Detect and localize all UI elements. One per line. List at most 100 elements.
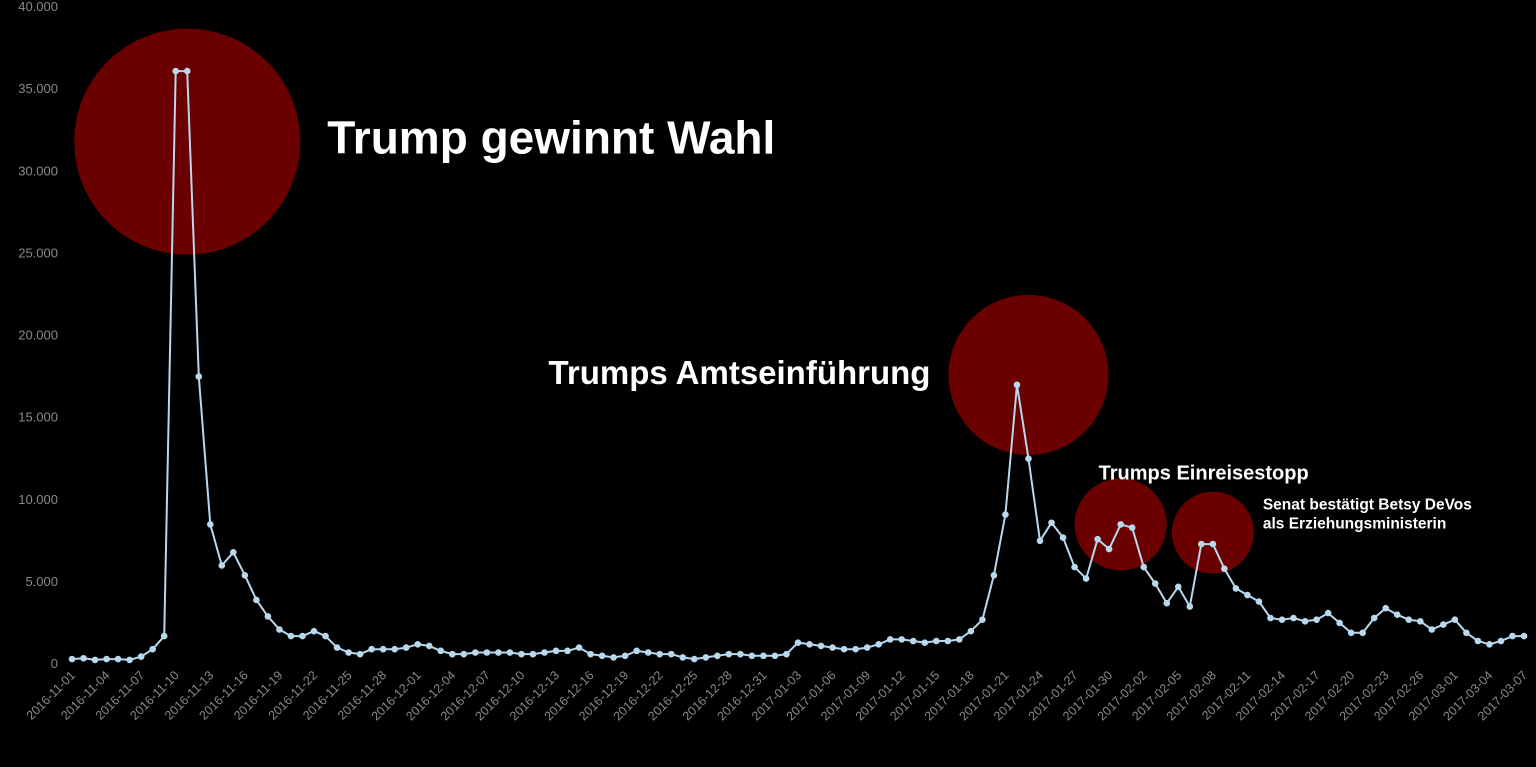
data-point <box>1163 599 1171 607</box>
data-point <box>863 644 871 651</box>
data-point <box>1428 626 1436 633</box>
data-point <box>794 639 802 646</box>
data-point <box>1117 521 1124 528</box>
highlight-circle <box>74 28 301 255</box>
data-point <box>287 632 295 640</box>
data-point <box>1336 619 1343 627</box>
data-point <box>564 647 571 655</box>
data-point <box>598 652 606 660</box>
data-point <box>460 650 468 658</box>
data-point <box>702 654 710 661</box>
data-point <box>909 637 917 645</box>
data-point <box>1025 455 1032 462</box>
data-point <box>656 650 664 658</box>
data-point <box>299 632 306 640</box>
data-point <box>183 67 191 75</box>
data-point <box>875 640 882 648</box>
data-point <box>1013 381 1021 389</box>
data-point <box>817 642 825 650</box>
data-point <box>425 642 433 650</box>
data-point <box>195 373 203 380</box>
data-point <box>1140 563 1148 571</box>
data-point <box>472 649 479 656</box>
data-point <box>1151 580 1159 587</box>
data-point <box>230 549 237 556</box>
data-point <box>437 647 445 655</box>
data-point <box>1451 616 1459 623</box>
data-point <box>552 647 560 655</box>
data-point <box>852 645 859 653</box>
data-point <box>1128 524 1136 531</box>
data-point <box>126 656 133 664</box>
data-point <box>506 649 514 656</box>
data-point <box>345 649 352 656</box>
data-point <box>1301 617 1309 625</box>
data-point <box>633 647 640 655</box>
data-point <box>1048 519 1055 527</box>
data-point <box>333 644 341 651</box>
data-point <box>1198 540 1205 548</box>
data-point <box>679 654 687 661</box>
data-point <box>621 652 629 660</box>
data-series <box>68 67 1528 664</box>
data-point <box>1474 637 1482 645</box>
data-point <box>1416 617 1424 625</box>
data-point <box>206 521 214 528</box>
data-point <box>1290 614 1297 622</box>
data-point <box>1105 545 1113 553</box>
data-point <box>1347 629 1355 637</box>
data-point <box>1071 563 1078 571</box>
data-point <box>529 650 537 658</box>
data-point <box>541 649 548 656</box>
data-point <box>1486 640 1493 648</box>
data-point <box>575 644 583 651</box>
data-point <box>103 655 110 663</box>
data-point <box>368 645 375 653</box>
y-tick-label: 25.000 <box>18 245 58 260</box>
data-point <box>137 653 145 660</box>
annotation-label: als Erziehungsministerin <box>1263 516 1446 533</box>
y-tick-label: 0 <box>51 656 58 671</box>
data-point <box>748 652 756 660</box>
data-point <box>1393 611 1401 619</box>
data-point <box>448 650 456 658</box>
data-point <box>379 645 387 653</box>
data-point <box>1209 540 1217 548</box>
data-point <box>610 654 617 661</box>
data-point <box>1255 598 1263 605</box>
data-point <box>1059 534 1067 541</box>
data-point <box>806 640 813 648</box>
data-point <box>979 616 986 623</box>
data-point <box>1440 621 1447 628</box>
data-point <box>944 637 952 645</box>
data-point <box>1359 629 1366 637</box>
data-point <box>322 632 329 640</box>
data-point <box>160 632 168 640</box>
data-point <box>80 654 87 662</box>
y-tick-label: 5.000 <box>25 574 58 589</box>
y-tick-label: 40.000 <box>18 0 58 14</box>
data-point <box>1509 632 1516 640</box>
data-point <box>495 649 502 656</box>
data-point <box>1174 583 1182 591</box>
y-tick-label: 35.000 <box>18 81 58 96</box>
annotation-label: Trumps Einreisestopp <box>1099 462 1309 484</box>
data-point <box>714 652 721 660</box>
data-point <box>1382 604 1390 612</box>
y-tick-label: 20.000 <box>18 328 58 343</box>
data-point <box>667 650 675 658</box>
data-point <box>840 645 848 653</box>
data-point <box>783 650 790 658</box>
data-point <box>829 644 836 651</box>
data-point <box>1221 565 1228 573</box>
y-tick-label: 30.000 <box>18 163 58 178</box>
data-point <box>690 655 698 663</box>
data-point <box>149 645 156 653</box>
data-point <box>356 650 364 658</box>
data-point <box>1244 591 1251 599</box>
data-point <box>1405 616 1413 623</box>
data-point <box>760 652 767 660</box>
data-point <box>1497 637 1505 645</box>
data-point <box>1313 616 1320 623</box>
